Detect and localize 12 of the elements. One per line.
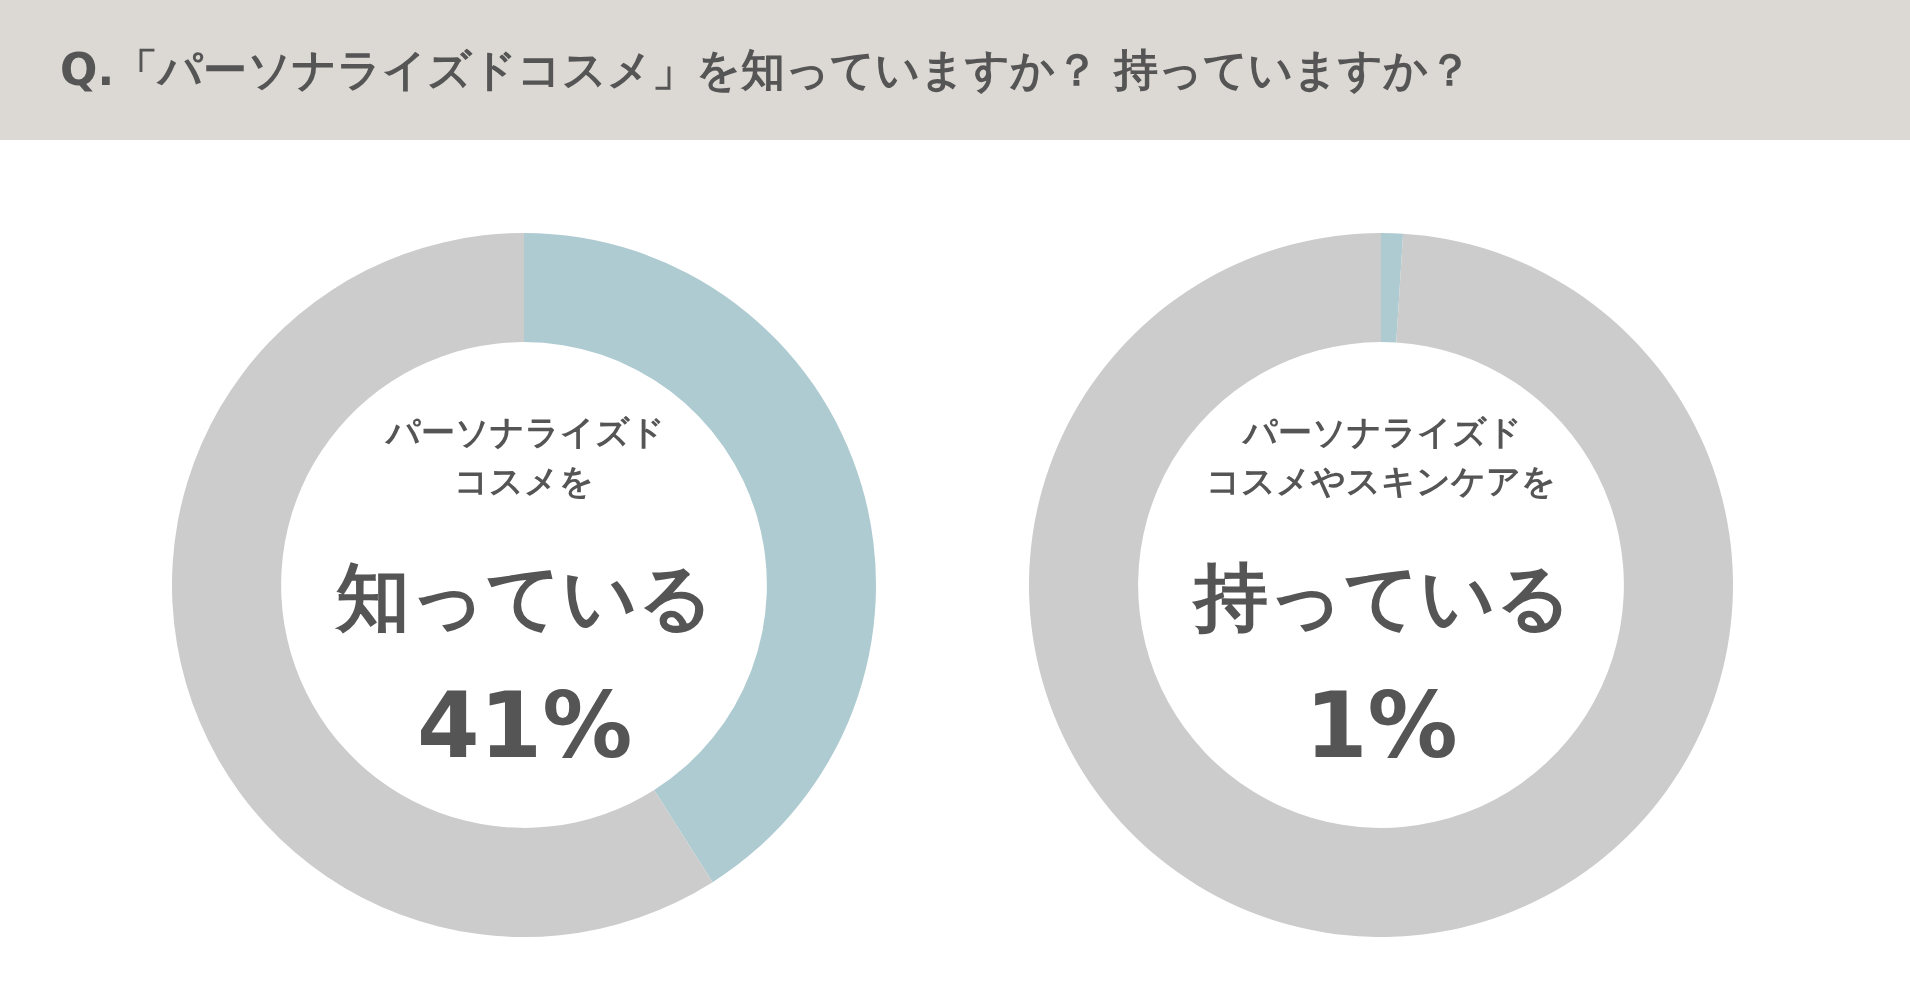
text: 41%: [417, 673, 633, 778]
text: パーソナライズド: [1241, 412, 1522, 452]
donut-slice: [172, 233, 713, 937]
chart-title: Q.「パーソナライズドコスメ」を知っていますか？ 持っていますか？: [0, 0, 1910, 140]
text: 持っている: [1191, 554, 1572, 640]
text: 1%: [1305, 673, 1458, 778]
text: パーソナライズド: [384, 412, 665, 452]
text: コスメを: [454, 461, 594, 501]
donut-slice: [1029, 233, 1733, 937]
text: コスメやスキンケアを: [1206, 461, 1556, 501]
donut-slice: [1381, 233, 1404, 343]
text: 知っている: [334, 554, 714, 640]
